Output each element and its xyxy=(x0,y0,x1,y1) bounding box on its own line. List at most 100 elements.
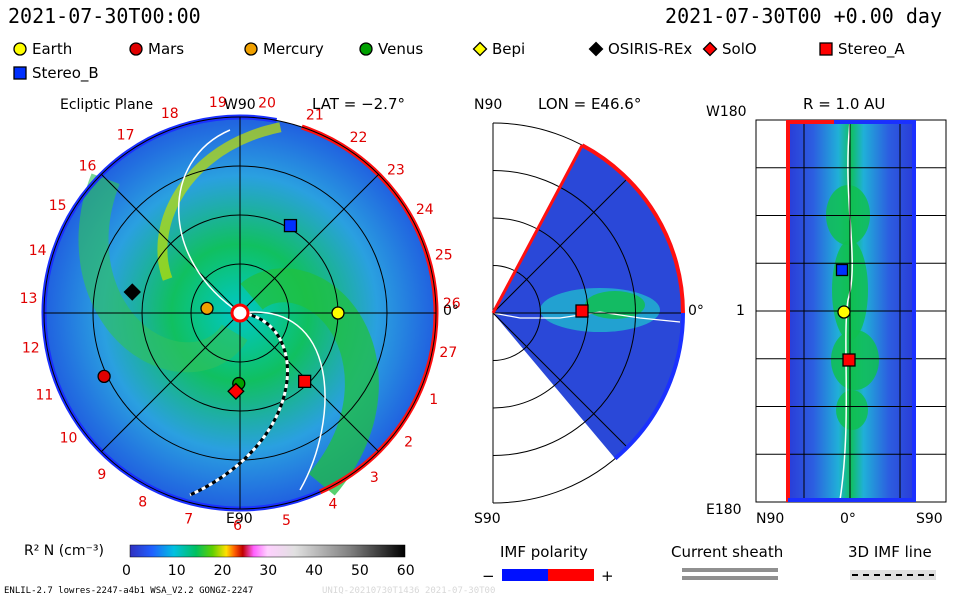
polarity-negative-swatch xyxy=(502,569,548,581)
imf-minus: − xyxy=(482,567,495,585)
ecliptic-title: Ecliptic Plane xyxy=(60,97,154,113)
body-osiris-rex xyxy=(123,283,141,301)
sun-inner-boundary xyxy=(230,303,250,323)
imf-3d-line-dash xyxy=(189,311,289,497)
footer-right: UNIQ-20210730T1436 2021-07-30T00 xyxy=(322,586,496,596)
axis-line xyxy=(492,178,628,314)
carrington-label: 26 xyxy=(443,296,461,312)
carrington-label: 1 xyxy=(429,392,438,408)
radial-x-mid: 0° xyxy=(840,511,856,527)
body-earth xyxy=(331,306,345,320)
radial-x-left: N90 xyxy=(756,511,785,527)
ecliptic-lat: LAT = −2.7° xyxy=(312,95,405,113)
carrington-label: 21 xyxy=(306,108,324,124)
legend-label: Stereo_A xyxy=(838,40,905,58)
imf-line xyxy=(239,311,326,491)
diamond-marker-icon xyxy=(588,41,604,57)
current-sheet-line xyxy=(839,121,853,501)
density-band xyxy=(78,173,248,373)
body-mercury xyxy=(200,301,214,316)
body-stereo_a xyxy=(297,374,312,389)
imf-polarity-label: IMF polarity xyxy=(500,543,588,561)
legend-item-venus: Venus xyxy=(358,40,423,58)
carrington-label: 18 xyxy=(161,106,179,122)
legend-item-mars: Mars xyxy=(128,40,184,58)
ecliptic-bottom-label: E90 xyxy=(226,511,253,527)
meridional-bottom-label: S90 xyxy=(474,511,501,527)
colorbar xyxy=(129,544,406,558)
diamond-marker-icon xyxy=(472,41,488,57)
meridional-title: LON = E46.6° xyxy=(538,95,642,113)
radial-title: R = 1.0 AU xyxy=(803,95,886,113)
carrington-label: 6 xyxy=(233,518,242,534)
legend-item-earth: Earth xyxy=(12,40,72,58)
square-marker-icon xyxy=(819,42,833,56)
density-region xyxy=(836,390,868,430)
polarity-positive-swatch xyxy=(548,569,594,581)
meridional-right-label: 0° xyxy=(688,303,704,319)
imf-line-label: 3D IMF line xyxy=(848,543,932,561)
ecliptic-right-label: 0° xyxy=(443,303,459,319)
carrington-label: 12 xyxy=(22,340,40,356)
colorbar-tick: 30 xyxy=(259,563,278,579)
body-mars xyxy=(97,369,111,384)
carrington-label: 20 xyxy=(258,96,276,112)
body-stereo_a xyxy=(842,353,856,367)
carrington-label: 25 xyxy=(435,248,453,264)
legend-label: Earth xyxy=(32,40,73,58)
radial-mid-label: 1 xyxy=(736,303,745,319)
legend-item-stereo_b: Stereo_B xyxy=(12,64,99,82)
carrington-label: 17 xyxy=(117,128,135,144)
carrington-label: 13 xyxy=(20,291,38,307)
carrington-label: 4 xyxy=(328,497,337,513)
body-solo xyxy=(227,382,245,401)
carrington-label: 11 xyxy=(35,388,53,404)
circle-marker-icon xyxy=(129,42,143,56)
carrington-label: 24 xyxy=(416,202,434,218)
legend-label: Bepi xyxy=(492,40,526,58)
colorbar-label: R² N (cm⁻³) xyxy=(24,543,104,559)
circle-marker-icon xyxy=(359,42,373,56)
radial-x-right: S90 xyxy=(916,511,943,527)
radial-bottom-label: E180 xyxy=(706,502,742,518)
carrington-label: 23 xyxy=(387,162,405,178)
legend-marker xyxy=(472,41,488,57)
ecliptic-panel: 19 20212223242526271234567891011121314151… xyxy=(20,95,461,534)
polarity-rim xyxy=(613,312,685,461)
density-band xyxy=(240,268,379,496)
carrington-label: 7 xyxy=(184,512,193,528)
footer-left: ENLIL-2.7 lowres-2247-a4b1 WSA_V2.2 GONG… xyxy=(4,586,254,596)
imf-line-swatch-bg xyxy=(850,570,936,580)
body-stereo_b xyxy=(283,218,298,233)
ecliptic-top-label: W90 xyxy=(224,97,256,113)
legend-item-bepi: Bepi xyxy=(472,40,525,58)
carrington-label: 3 xyxy=(370,470,379,486)
current-sheath-swatch xyxy=(682,576,778,580)
legend-label: Venus xyxy=(378,40,424,58)
legend-item-osiris-rex: OSIRIS-REx xyxy=(588,40,692,58)
legend-item-mercury: Mercury xyxy=(243,40,324,58)
colorbar-tick: 20 xyxy=(213,563,232,579)
axis-line xyxy=(492,312,628,448)
legend-label: Mercury xyxy=(263,40,324,58)
body-stereo_a xyxy=(575,304,589,318)
carrington-label: 16 xyxy=(79,159,97,175)
square-marker-icon xyxy=(13,66,27,80)
legend-marker xyxy=(13,42,27,56)
legend-marker xyxy=(13,66,27,80)
body-stereo_b xyxy=(835,263,849,277)
colorbar-tick: 40 xyxy=(305,563,324,579)
current-sheath-label: Current sheath xyxy=(671,543,784,561)
body-earth xyxy=(837,305,851,319)
legend-marker xyxy=(588,41,604,57)
legend-marker xyxy=(129,42,143,56)
legend-marker xyxy=(819,42,833,56)
imf-line xyxy=(177,129,241,314)
carrington-label: 27 xyxy=(439,345,457,361)
legend-label: SolO xyxy=(722,40,757,58)
radial-top-label: W180 xyxy=(706,104,747,120)
meridional-panel xyxy=(491,122,685,504)
colorbar-tick: 0 xyxy=(122,563,131,579)
imf-plus: + xyxy=(601,567,614,585)
